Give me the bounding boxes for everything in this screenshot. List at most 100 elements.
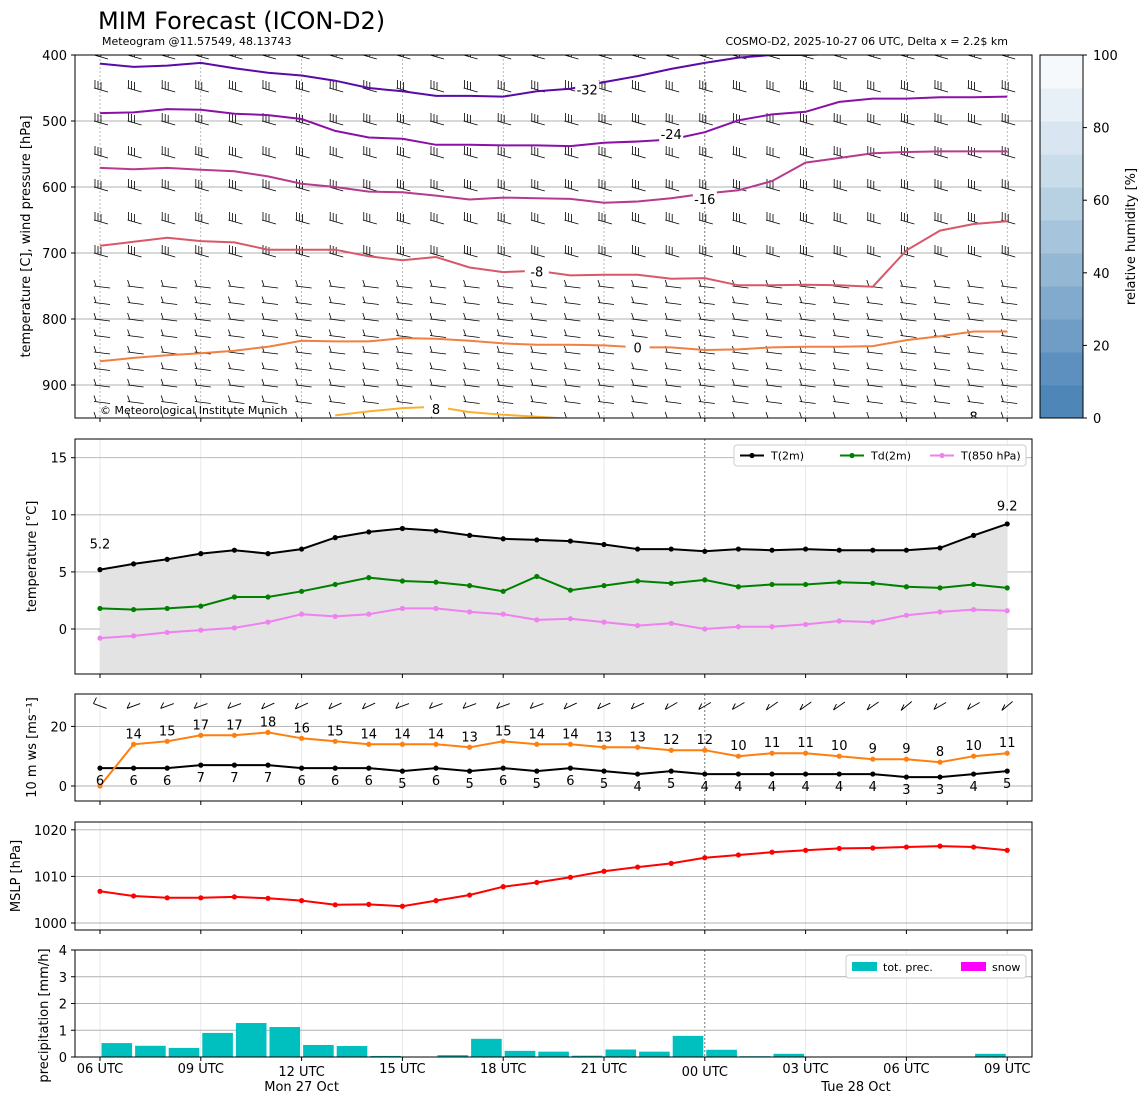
wind-barb-icon [832, 296, 850, 305]
x-tick-label: 00 UTC [682, 1065, 728, 1080]
wind-barb-icon [396, 395, 413, 404]
wind-barb-icon [530, 345, 547, 355]
wind-barb-icon [194, 179, 209, 192]
wind-barb-icon [429, 113, 445, 126]
gust-label: 12 [663, 733, 680, 748]
wind-barb-icon [93, 378, 111, 388]
wind-barb-icon [295, 55, 310, 60]
wind-barb-icon [665, 179, 680, 192]
wind-barb-icon [496, 329, 514, 338]
wind-barb-icon [799, 55, 814, 60]
wind-barb-icon [463, 378, 480, 388]
wind-barb-icon [127, 146, 142, 159]
wind-barb-icon [799, 113, 814, 126]
wind-barb-icon [631, 329, 648, 338]
temperature-point [971, 532, 977, 538]
wind-barb-icon [93, 245, 109, 258]
wind-barb-icon [429, 378, 447, 388]
isotherm-label-bg [659, 125, 684, 143]
temperature-point [702, 577, 708, 583]
wind-point [903, 774, 910, 780]
mslp-point [500, 884, 506, 890]
wind-barb-icon [564, 411, 568, 418]
wind-barb-icon [799, 395, 816, 404]
temperature-point [735, 584, 742, 590]
mslp-tick-label: 1020 [34, 824, 67, 839]
gust-label: 13 [596, 730, 613, 745]
temperature-point [500, 588, 506, 594]
temperature-point [836, 579, 842, 585]
temperature-point [937, 609, 943, 615]
gust-label: 15 [495, 724, 512, 739]
isotherm-label: 8 [969, 411, 977, 426]
wind-barb-icon [597, 378, 615, 388]
wind-barb-icon [463, 245, 478, 258]
wind-barb-icon [1000, 312, 1018, 322]
wind-barb-icon [328, 279, 346, 289]
wind-barb-icon [429, 345, 447, 355]
wind-point [231, 762, 237, 768]
wind-barb-icon [866, 411, 871, 418]
wind-tick-label: 0 [59, 780, 67, 795]
wind-tick-label: 20 [50, 720, 67, 735]
surface-wind-barb-icon [731, 702, 745, 710]
precip-tick-label: 2 [59, 998, 67, 1013]
wind-barb-icon [665, 55, 680, 60]
wind-barb-icon [93, 146, 109, 159]
mslp-point [198, 895, 204, 901]
temperature-point [803, 621, 809, 628]
colorbar-frame [1039, 54, 1084, 419]
surface-wind-barb-icon [328, 702, 342, 710]
wind-barb-icon [933, 279, 951, 289]
wind-barb-icon [900, 80, 915, 93]
wind-point [668, 768, 674, 774]
wind-barb-icon [664, 411, 669, 418]
x-tick-label: 12 UTC [278, 1065, 324, 1080]
wind-barb-icon [900, 279, 917, 289]
wind-barb-icon [698, 411, 703, 418]
temperature-point [870, 580, 876, 586]
wind-barb-icon [665, 146, 680, 159]
wind-barb-icon [564, 55, 579, 60]
wind-barb-icon [866, 179, 881, 192]
wind-barb-icon [967, 113, 982, 126]
gust-label: 14 [394, 727, 411, 742]
wind-barb-icon [1000, 296, 1018, 305]
wind-barb-icon [967, 296, 984, 305]
wind-barb-icon [1001, 245, 1016, 258]
temperature-series-line [99, 575, 1008, 611]
gust-label: 12 [697, 733, 714, 748]
pressure-tick-label: 400 [42, 49, 67, 64]
temperature-point [971, 606, 977, 613]
mslp-point [299, 898, 305, 904]
wind-barb-icon [194, 146, 209, 159]
isotherm-line [99, 150, 1008, 204]
wind-speed-label: 5 [465, 777, 473, 792]
wind-point [803, 771, 809, 777]
wind-point [299, 765, 305, 771]
wind-speed-label: 4 [701, 780, 709, 795]
mslp-point [1004, 847, 1010, 853]
wind-barb-icon [396, 179, 411, 192]
wind-barb-icon [429, 329, 447, 338]
temperature-point [299, 588, 305, 594]
wind-point [937, 759, 943, 765]
wind-barb-icon [194, 212, 209, 225]
wind-point [769, 771, 775, 777]
wind-barb-icon [698, 245, 713, 258]
wind-barb-icon [329, 212, 344, 225]
temperature-point [198, 551, 204, 557]
temperature-extreme-label: 5.2 [90, 537, 111, 552]
wind-barb-icon [328, 411, 333, 418]
surface-wind-barb-icon [395, 702, 410, 709]
wind-barb-icon [530, 329, 547, 338]
gust-label: 14 [529, 727, 546, 742]
wind-barb-icon [866, 146, 881, 159]
wind-barb-icon [228, 395, 245, 404]
wind-barb-icon [194, 411, 199, 418]
wind-barb-icon [564, 179, 579, 192]
wind-barb-icon [564, 312, 581, 322]
temperature-point [635, 546, 641, 552]
wind-barb-icon [799, 362, 816, 371]
wind-barb-icon [732, 395, 749, 404]
